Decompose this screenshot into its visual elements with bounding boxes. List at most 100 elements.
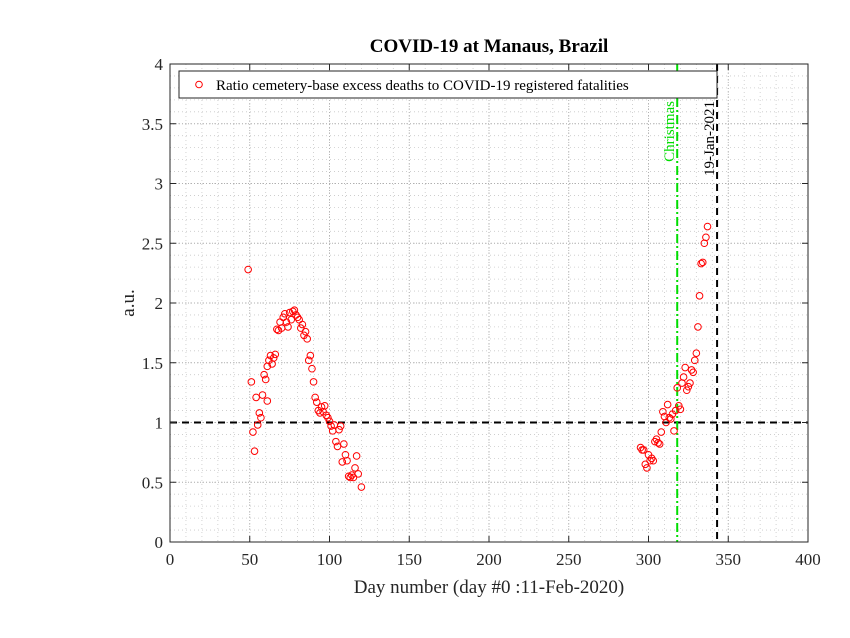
data-point [257,413,265,422]
data-point [332,437,340,446]
data-point [646,456,654,465]
data-point [681,363,689,372]
y-tick-label: 1.5 [142,354,163,373]
data-point [698,258,707,267]
data-point [308,364,316,373]
data-point [255,409,264,417]
data-point [304,356,313,365]
x-tick-label: 0 [166,550,175,569]
data-point [335,425,343,434]
data-point [301,327,310,336]
data-point [273,325,281,334]
data-point [247,378,256,386]
data-point [670,427,678,435]
legend-marker [195,80,203,89]
data-point [663,400,672,409]
data-point [252,393,260,402]
data-point [322,411,331,420]
data-point [689,368,697,377]
data-point [271,350,280,359]
x-tick-labels: 0 50 100 150 200 250 300 350 400 [166,550,821,569]
data-point [303,335,311,343]
y-tick-label: 1 [155,414,164,433]
data-point [336,422,345,430]
data-points [244,222,712,491]
data-point [250,447,259,455]
x-tick-label: 50 [241,550,258,569]
y-tick-label: 0.5 [142,473,163,492]
data-point [249,428,257,436]
data-point [682,386,691,395]
data-point [309,378,318,386]
data-point [260,370,268,379]
data-point [261,375,270,384]
x-tick-label: 400 [795,550,821,569]
data-point [290,306,299,314]
data-point [673,384,682,392]
data-point [333,442,342,451]
chart-title: COVID-19 at Manaus, Brazil [370,36,609,57]
data-point [284,323,292,331]
axis-ticks [169,63,809,543]
data-point [285,308,294,317]
data-point [324,413,332,422]
data-point [692,349,701,357]
x-tick-label: 200 [476,550,502,569]
data-point [320,401,329,410]
data-point [354,470,363,478]
data-point [655,440,664,448]
data-point [281,309,289,318]
data-point [317,403,326,411]
data-point [647,454,656,463]
data-point [312,398,321,406]
data-point [349,473,358,482]
data-point [311,393,319,402]
data-point [343,456,351,465]
y-tick-label: 2.5 [142,234,163,253]
data-point [649,456,658,465]
legend: Ratio cemetery-base excess deaths to COV… [178,70,718,99]
data-point [293,313,302,322]
data-point [306,351,315,360]
data-point [346,473,355,482]
christmas-label: Christmas [662,101,678,162]
y-axis-label: a.u. [118,289,139,316]
data-point [253,421,262,429]
x-tick-label: 150 [397,550,423,569]
data-point [687,366,696,374]
data-point [703,222,712,231]
data-point [258,391,267,399]
data-point [639,446,648,454]
x-tick-label: 250 [556,550,582,569]
data-point [325,417,334,426]
x-tick-label: 350 [716,550,742,569]
data-point [697,259,705,268]
data-point [667,415,675,423]
data-point [643,464,651,472]
data-point [296,324,305,332]
x-tick-label: 100 [317,550,343,569]
data-point [269,354,278,362]
data-point [695,292,704,300]
data-point [702,233,710,242]
data-point [694,323,702,331]
data-point [654,439,662,447]
data-point [686,379,694,387]
data-point [676,405,685,414]
data-point [340,440,348,448]
reference-line-labels: Christmas 19-Jan-2021 [662,101,718,176]
data-point [690,356,699,365]
data-point [641,460,650,469]
data-point [344,472,353,481]
data-point [679,373,688,381]
data-point [675,401,683,410]
data-point [327,422,335,430]
reference-lines [170,64,808,542]
data-point [338,458,347,466]
data-point [298,320,307,329]
data-point [659,407,667,416]
legend-box [178,70,718,99]
data-point [357,483,366,491]
y-tick-label: 0 [155,533,164,552]
